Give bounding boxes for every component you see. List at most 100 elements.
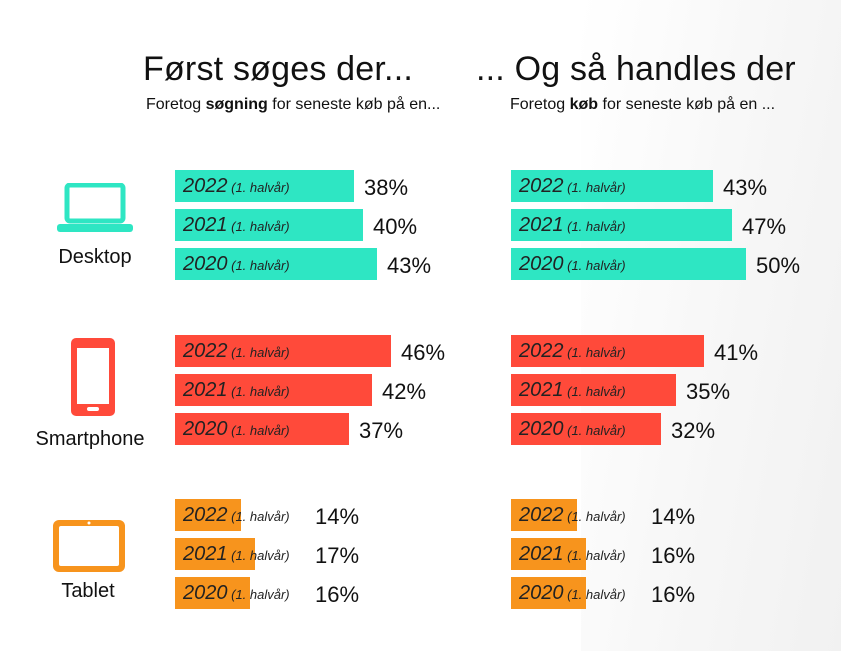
- bar-tablet-2021: [511, 538, 586, 570]
- bar-desktop-2022: [511, 170, 713, 202]
- left-subtitle-post: for seneste køb på en...: [267, 96, 441, 113]
- series-year: 2022: [519, 504, 564, 526]
- bar-label-desktop-2020: 2020 (1. halvår): [183, 248, 290, 280]
- bar-label-smartphone-2020: 2020 (1. halvår): [183, 413, 290, 445]
- series-suffix: (1. halvår): [563, 345, 626, 360]
- data-label-desktop-2020: 43%: [387, 253, 432, 278]
- bar-label-tablet-2021: 2021 (1. halvår): [183, 538, 290, 570]
- right-subtitle: Foretog køb for seneste køb på en ...: [510, 96, 775, 114]
- right-subtitle-pre: Foretog: [510, 96, 570, 113]
- data-label-smartphone-2022: 41%: [714, 340, 759, 365]
- series-suffix: (1. halvår): [563, 548, 626, 563]
- series-suffix: (1. halvår): [227, 180, 290, 195]
- bar-desktop-2021: [175, 209, 363, 241]
- data-label-smartphone-2021: 35%: [686, 379, 731, 404]
- right-title: ... Og så handles der: [476, 50, 796, 88]
- bar-label-tablet-2020: 2020 (1. halvår): [519, 577, 626, 609]
- bar-desktop-2020: [175, 248, 377, 280]
- bar-label-desktop-2021: 2021 (1. halvår): [183, 209, 290, 241]
- series-suffix: (1. halvår): [227, 345, 290, 360]
- data-label-tablet-2022: 14%: [315, 504, 360, 529]
- series-suffix: (1. halvår): [563, 587, 626, 602]
- data-label-smartphone-2020: 37%: [359, 418, 404, 443]
- data-label-desktop-2022: 38%: [364, 175, 409, 200]
- series-year: 2020: [183, 253, 228, 275]
- right-subtitle-post: for seneste køb på en ...: [598, 96, 776, 113]
- bar-label-desktop-2022: 2022 (1. halvår): [519, 170, 626, 202]
- device-label-smartphone: Smartphone: [35, 428, 145, 450]
- bar-smartphone-2022: [175, 335, 391, 367]
- bar-label-smartphone-2021: 2021 (1. halvår): [183, 374, 290, 406]
- bar-tablet-2022: [511, 499, 577, 531]
- data-label-tablet-2021: 17%: [315, 543, 360, 568]
- series-year: 2021: [519, 543, 564, 565]
- device-label-desktop: Desktop: [58, 246, 132, 268]
- series-suffix: (1. halvår): [227, 509, 290, 524]
- bar-smartphone-2020: [175, 413, 349, 445]
- left-subtitle-pre: Foretog: [146, 96, 206, 113]
- data-label-tablet-2020: 16%: [651, 582, 696, 607]
- bar-tablet-2021: [175, 538, 255, 570]
- data-label-tablet-2020: 16%: [315, 582, 360, 607]
- bar-tablet-2020: [175, 577, 250, 609]
- data-label-desktop-2021: 47%: [742, 214, 787, 239]
- series-suffix: (1. halvår): [563, 219, 626, 234]
- series-suffix: (1. halvår): [563, 258, 626, 273]
- tablet-icon: [53, 520, 125, 572]
- bar-desktop-2022: [175, 170, 354, 202]
- bar-label-tablet-2020: 2020 (1. halvår): [183, 577, 290, 609]
- bar-desktop-2021: [511, 209, 732, 241]
- series-year: 2020: [519, 582, 564, 604]
- series-year: 2020: [519, 418, 564, 440]
- series-year: 2022: [183, 504, 228, 526]
- bar-label-smartphone-2021: 2021 (1. halvår): [519, 374, 626, 406]
- laptop-icon: [57, 183, 133, 232]
- series-suffix: (1. halvår): [227, 258, 290, 273]
- left-title: Først søges der...: [143, 50, 413, 88]
- series-year: 2021: [519, 379, 564, 401]
- series-year: 2022: [519, 340, 564, 362]
- data-label-smartphone-2021: 42%: [382, 379, 427, 404]
- bar-label-tablet-2022: 2022 (1. halvår): [519, 499, 626, 531]
- bar-tablet-2022: [175, 499, 241, 531]
- bar-smartphone-2022: [511, 335, 704, 367]
- bar-desktop-2020: [511, 248, 746, 280]
- series-suffix: (1. halvår): [227, 587, 290, 602]
- bar-tablet-2020: [511, 577, 586, 609]
- series-suffix: (1. halvår): [227, 219, 290, 234]
- data-label-desktop-2020: 50%: [756, 253, 801, 278]
- series-suffix: (1. halvår): [227, 384, 290, 399]
- left-subtitle-bold: søgning: [205, 96, 268, 113]
- series-year: 2022: [519, 175, 564, 197]
- series-suffix: (1. halvår): [227, 423, 290, 438]
- bar-smartphone-2021: [175, 374, 372, 406]
- data-label-tablet-2021: 16%: [651, 543, 696, 568]
- device-label-tablet: Tablet: [61, 580, 115, 602]
- data-label-desktop-2022: 43%: [723, 175, 768, 200]
- series-year: 2020: [519, 253, 564, 275]
- series-suffix: (1. halvår): [563, 384, 626, 399]
- series-suffix: (1. halvår): [563, 509, 626, 524]
- bar-smartphone-2020: [511, 413, 661, 445]
- series-year: 2020: [183, 418, 228, 440]
- bar-label-smartphone-2022: 2022 (1. halvår): [183, 335, 290, 367]
- data-label-smartphone-2020: 32%: [671, 418, 716, 443]
- bar-label-desktop-2021: 2021 (1. halvår): [519, 209, 626, 241]
- bar-label-smartphone-2020: 2020 (1. halvår): [519, 413, 626, 445]
- data-label-smartphone-2022: 46%: [401, 340, 446, 365]
- series-year: 2020: [183, 582, 228, 604]
- bar-smartphone-2021: [511, 374, 676, 406]
- bar-label-desktop-2022: 2022 (1. halvår): [183, 170, 290, 202]
- series-year: 2022: [183, 340, 228, 362]
- series-year: 2021: [183, 543, 228, 565]
- smartphone-icon: [71, 338, 115, 416]
- data-label-desktop-2021: 40%: [373, 214, 418, 239]
- series-year: 2021: [183, 379, 228, 401]
- series-suffix: (1. halvår): [563, 180, 626, 195]
- bar-label-smartphone-2022: 2022 (1. halvår): [519, 335, 626, 367]
- series-suffix: (1. halvår): [227, 548, 290, 563]
- series-suffix: (1. halvår): [563, 423, 626, 438]
- right-subtitle-bold: køb: [569, 96, 599, 113]
- background-stripe: [581, 0, 841, 651]
- series-year: 2022: [183, 175, 228, 197]
